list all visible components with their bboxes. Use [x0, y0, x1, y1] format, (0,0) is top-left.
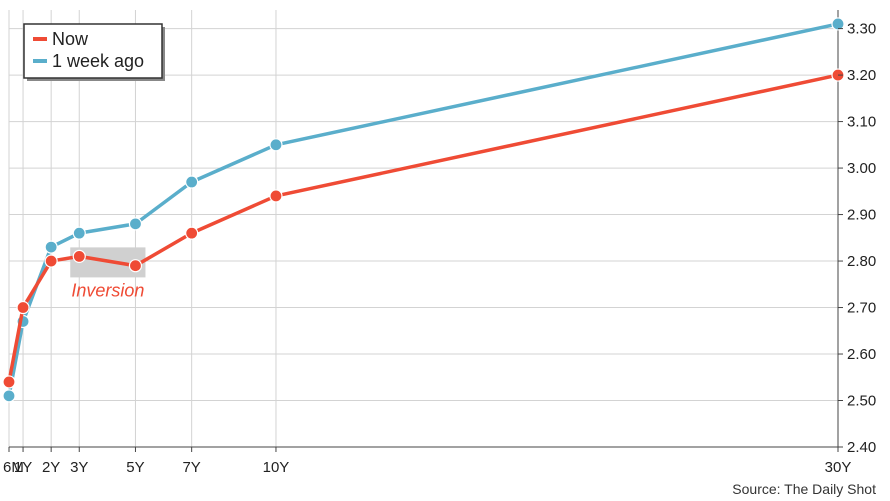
x-tick-label: 3Y	[70, 459, 88, 476]
y-tick-label: 3.20	[847, 67, 876, 84]
y-tick-label: 3.10	[847, 114, 876, 131]
series-point	[185, 226, 199, 240]
inversion-label: Inversion	[71, 280, 144, 300]
y-tick-label: 2.40	[847, 439, 876, 456]
x-tick-label: 7Y	[182, 459, 200, 476]
x-tick-label: 1Y	[14, 459, 32, 476]
y-tick-label: 2.70	[847, 300, 876, 317]
y-tick-label: 3.30	[847, 21, 876, 38]
series-point	[44, 240, 58, 254]
source-note: Source: The Daily Shot	[732, 481, 876, 497]
x-tick-label: 5Y	[126, 459, 144, 476]
series-line-now	[7, 73, 839, 383]
series-point	[269, 189, 283, 203]
y-tick-label: 2.60	[847, 346, 876, 363]
x-tick-label: 30Y	[825, 459, 852, 476]
series-point	[831, 17, 845, 31]
y-axis: 2.40 2.50 2.60 2.70 2.80 2.90 3.00 3.10 3.20 3.30	[838, 21, 876, 456]
series-point	[128, 217, 143, 231]
x-tick-label: 2Y	[42, 459, 60, 476]
series-point	[44, 254, 58, 268]
series-layer	[2, 17, 845, 403]
legend-box	[23, 23, 163, 79]
y-tick-label: 2.90	[847, 207, 876, 224]
series-point	[72, 226, 86, 240]
series-point	[2, 389, 16, 403]
series-point	[72, 249, 86, 263]
x-tick-label: 10Y	[263, 459, 290, 476]
series-point	[128, 259, 143, 273]
x-tick-label: 6M	[3, 459, 24, 476]
y-tick-label: 2.50	[847, 393, 876, 410]
legend-label: 1 week ago	[52, 51, 144, 71]
series-point	[269, 138, 283, 152]
series-point	[16, 300, 30, 315]
legend-label: Now	[52, 29, 89, 49]
y-tick-label: 2.80	[847, 253, 876, 270]
series-point	[2, 375, 16, 389]
y-tick-label: 3.00	[847, 160, 876, 177]
series-point	[185, 175, 199, 189]
